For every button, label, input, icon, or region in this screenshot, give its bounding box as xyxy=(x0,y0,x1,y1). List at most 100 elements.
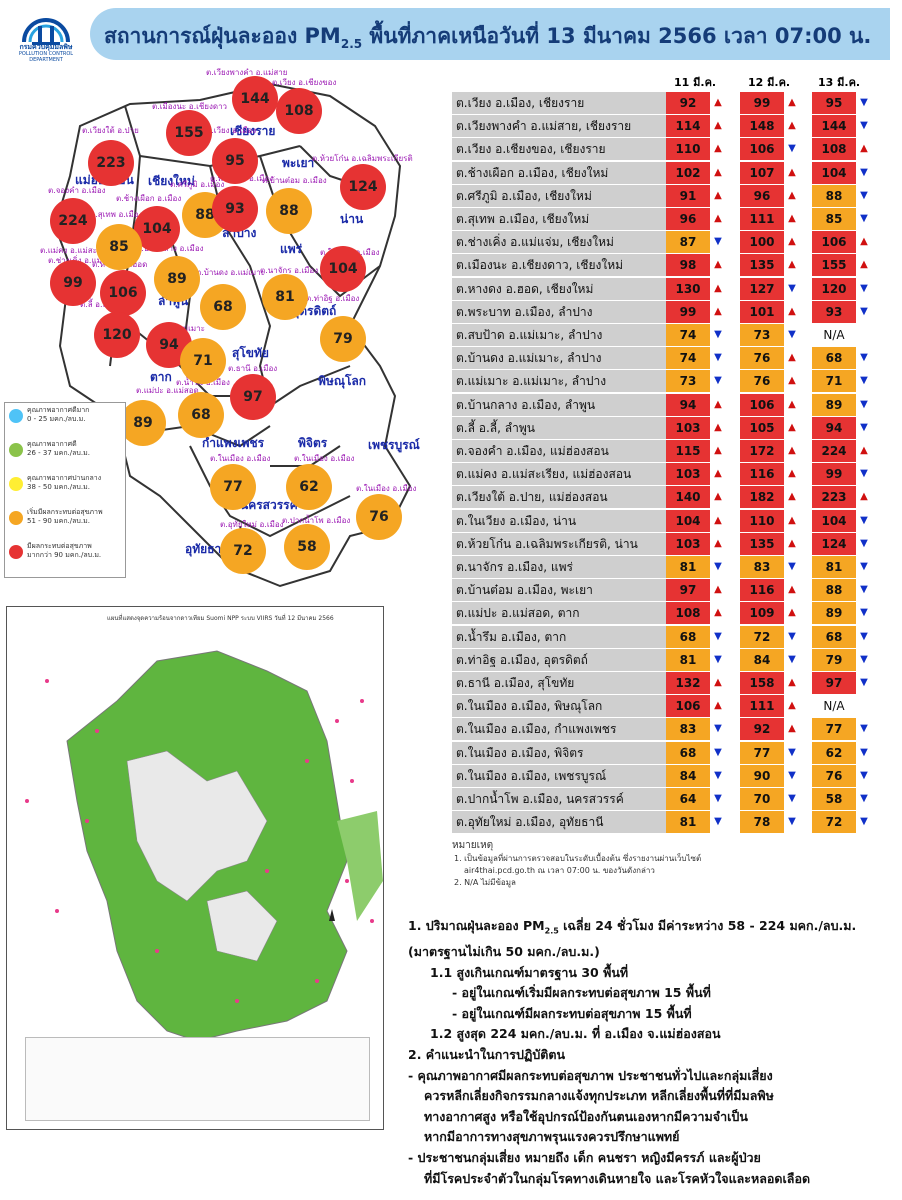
pm25-marker[interactable]: 97 xyxy=(230,374,276,420)
pm25-value-cell: 84 xyxy=(740,648,784,671)
trend-up-icon: ▲ xyxy=(788,421,796,433)
pm25-value-cell: 98 xyxy=(666,254,710,277)
trend-up-icon: ▲ xyxy=(860,236,868,248)
table-row: ต.เวียงใต้ อ.ปาย, แม่ฮ่องสอน 140 ▲ 182 ▲ 223 ▲ xyxy=(452,486,892,509)
region-label: เชียงใหม่ xyxy=(148,174,195,188)
pm25-marker[interactable]: 77 xyxy=(210,464,256,510)
pm25-value-cell: 124 xyxy=(812,532,856,555)
pm25-marker[interactable]: 85 xyxy=(96,224,142,270)
trend-up-icon: ▲ xyxy=(788,607,796,619)
station-name-cell: ต.พระบาท อ.เมือง, ลำปาง xyxy=(452,300,666,323)
pm25-marker[interactable]: 106 xyxy=(100,270,146,316)
trend-down-icon: ▼ xyxy=(860,421,868,433)
pm25-marker[interactable]: 72 xyxy=(220,528,266,574)
pm25-marker[interactable]: 108 xyxy=(276,88,322,134)
trend-up-icon: ▲ xyxy=(788,723,796,735)
aqi-legend: คุณภาพอากาศดีมาก 0 - 25 มคก./ลบ.ม. คุณภาพ… xyxy=(4,402,126,578)
trend-down-icon: ▼ xyxy=(860,97,868,108)
trend-down-icon: ▼ xyxy=(860,769,868,781)
title-suffix: พื้นที่ภาคเหนือวันที่ 13 มีนาคม 2566 เวล… xyxy=(362,24,872,48)
pm25-value-cell: 172 xyxy=(740,440,784,462)
summary-text: 1. ปริมาณฝุ่นละออง PM2.5 เฉลี่ย 24 ชั่วโ… xyxy=(408,916,898,1189)
pm25-value-cell: 130 xyxy=(666,277,710,300)
note-line: air4thai.pcd.go.th ณ เวลา 07:00 น. ของวั… xyxy=(464,866,655,875)
table-row: ต.นาจักร อ.เมือง, แพร่ 81 ▼ 83 ▼ 81 ▼ xyxy=(452,556,892,579)
trend-down-icon: ▼ xyxy=(714,723,722,735)
legend-text: คุณภาพอากาศดีมาก 0 - 25 มคก./ลบ.ม. xyxy=(27,406,89,424)
pm25-value-cell: 76 xyxy=(812,764,856,787)
pcd-logo-icon xyxy=(22,18,70,45)
trend-down-icon: ▼ xyxy=(714,793,722,804)
pm25-value-cell: 120 xyxy=(812,277,856,300)
station-label: ต.เวียงใต้ อ.ปาย xyxy=(82,126,139,135)
station-name-cell: ต.บ้านกลาง อ.เมือง, ลำพูน xyxy=(452,393,666,416)
hotspot-satellite-map: แผนที่แสดงจุดความร้อนจากดาวเทียม Suomi N… xyxy=(6,606,384,1130)
trend-down-icon: ▼ xyxy=(714,329,722,340)
trend-down-icon: ▼ xyxy=(788,653,796,665)
column-header: 13 มี.ค. xyxy=(818,76,861,89)
pm25-value-cell: 89 xyxy=(812,602,856,625)
table-row: ต.อุทัยใหม่ อ.เมือง, อุทัยธานี 81 ▼ 78 ▼ 72 ▼ xyxy=(452,811,892,834)
logo-subcaption: POLLUTION CONTROL DEPARTMENT xyxy=(18,51,74,63)
pm25-value-cell: 127 xyxy=(740,277,784,300)
note-line: 1. เป็นข้อมูลที่ผ่านการตรวจสอบในระดับเบื… xyxy=(454,854,702,863)
trend-up-icon: ▲ xyxy=(714,398,722,410)
trend-down-icon: ▼ xyxy=(860,282,868,294)
station-label: ต.ช่างเคิ่ง อ.แม่แจ่ม xyxy=(48,256,117,265)
legend-text: คุณภาพอากาศดี 26 - 37 มคก./ลบ.ม. xyxy=(27,440,90,458)
table-row: ต.หางดง อ.ฮอด, เชียงใหม่ 130 ▲ 127 ▼ 120 ▼ xyxy=(452,277,892,301)
legend-range: 0 - 25 มคก./ลบ.ม. xyxy=(27,415,86,423)
legend-title: คุณภาพอากาศดี xyxy=(27,440,77,448)
pm25-value-cell: 104 xyxy=(812,509,856,532)
pm25-marker[interactable]: 68 xyxy=(178,392,224,438)
trend-down-icon: ▼ xyxy=(714,561,722,572)
pm25-marker[interactable]: 104 xyxy=(320,246,366,292)
trend-up-icon: ▲ xyxy=(860,143,868,155)
pm25-value-cell: 132 xyxy=(666,672,710,694)
pm25-marker[interactable]: 89 xyxy=(154,256,200,302)
station-label: ต.เวียง อ.เมือง xyxy=(206,126,257,135)
region-label: กำแพงเพชร xyxy=(202,436,265,450)
station-name-cell: ต.ช้างเผือก อ.เมือง, เชียงใหม่ xyxy=(452,161,666,184)
pm25-value-cell: 99 xyxy=(666,300,710,323)
table-row: ต.ในเมือง อ.เมือง, กำแพงเพชร 83 ▼ 92 ▲ 77 ▼ xyxy=(452,718,892,741)
pm25-value-cell: 76 xyxy=(740,370,784,393)
pm25-marker[interactable]: 223 xyxy=(88,140,134,186)
pm25-marker[interactable]: 120 xyxy=(94,312,140,358)
summary-line: - อยู่ในเกณฑ์เริ่มมีผลกระทบต่อสุขภาพ 15 … xyxy=(452,985,711,1001)
pm25-marker[interactable]: 155 xyxy=(166,110,212,156)
pm25-marker[interactable]: 93 xyxy=(212,186,258,232)
pm25-marker[interactable]: 124 xyxy=(340,164,386,210)
pm25-marker[interactable]: 144 xyxy=(232,76,278,122)
pm25-marker[interactable]: 62 xyxy=(286,464,332,510)
pm25-marker[interactable]: 224 xyxy=(50,198,96,244)
pm25-marker[interactable]: 95 xyxy=(212,138,258,184)
pm25-value-cell: 135 xyxy=(740,254,784,277)
pm25-marker[interactable]: 68 xyxy=(200,284,246,330)
station-name-cell: ต.หางดง อ.ฮอด, เชียงใหม่ xyxy=(452,277,666,300)
legend-text: คุณภาพอากาศปานกลาง 38 - 50 มคก./ลบ.ม. xyxy=(27,474,101,492)
station-name-cell: ต.ห้วยโก๋น อ.เฉลิมพระเกียรติ, น่าน xyxy=(452,532,666,555)
pm25-value-cell: 105 xyxy=(740,416,784,439)
pm25-marker[interactable]: 89 xyxy=(120,400,166,446)
pm25-marker[interactable]: 76 xyxy=(356,494,402,540)
pm25-marker[interactable]: 58 xyxy=(284,524,330,570)
pm25-marker[interactable]: 88 xyxy=(266,188,312,234)
trend-down-icon: ▼ xyxy=(788,329,796,340)
pm25-value-cell: 71 xyxy=(812,370,856,393)
pm25-marker[interactable]: 79 xyxy=(320,316,366,362)
legend-title: คุณภาพอากาศดีมาก xyxy=(27,406,90,414)
pm25-marker[interactable]: 104 xyxy=(134,206,180,252)
pm25-marker[interactable]: 71 xyxy=(180,338,226,384)
trend-up-icon: ▲ xyxy=(788,97,796,108)
station-name-cell: ต.ในเมือง อ.เมือง, พิจิตร xyxy=(452,741,666,764)
region-label: สุโขทัย xyxy=(232,346,269,360)
pm25-marker[interactable]: 99 xyxy=(50,260,96,306)
pm25-map: แม่ฮ่องสอน เชียงใหม่ เชียงราย พะเยา น่าน… xyxy=(10,66,440,606)
pm25-value-cell: 99 xyxy=(812,463,856,486)
trend-down-icon: ▼ xyxy=(714,352,722,364)
station-name-cell: ต.อุทัยใหม่ อ.เมือง, อุทัยธานี xyxy=(452,811,666,834)
pm25-marker[interactable]: 81 xyxy=(262,274,308,320)
pm25-value-cell: 68 xyxy=(666,741,710,764)
summary-text-part: 1. ปริมาณฝุ่นละออง PM xyxy=(408,918,545,933)
